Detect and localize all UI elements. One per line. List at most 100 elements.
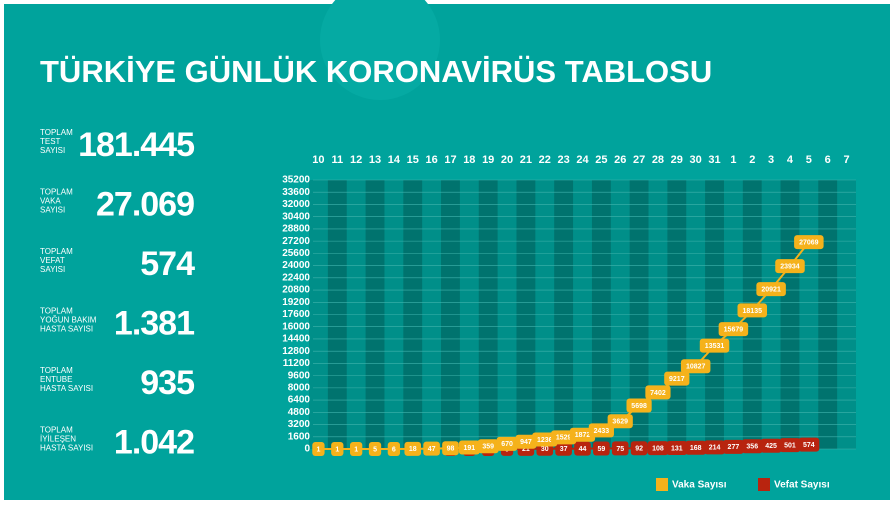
y-tick-label: 20800 bbox=[282, 285, 310, 296]
x-tick-label: 7 bbox=[844, 154, 850, 166]
y-tick-label: 16000 bbox=[282, 321, 310, 332]
data-label: 359 bbox=[482, 444, 494, 451]
data-label: 5 bbox=[373, 446, 377, 453]
marker bbox=[737, 303, 768, 318]
data-label: 23934 bbox=[780, 263, 800, 270]
data-label: 37 bbox=[560, 446, 568, 453]
marker bbox=[368, 441, 382, 456]
x-tick-label: 24 bbox=[576, 154, 589, 166]
data-label: 574 bbox=[803, 442, 815, 449]
x-tick-label: 6 bbox=[825, 154, 831, 166]
marker bbox=[704, 440, 725, 455]
marker bbox=[611, 441, 629, 456]
x-tick-label: 16 bbox=[425, 154, 437, 166]
y-tick-label: 32000 bbox=[282, 199, 310, 210]
x-tick-label: 30 bbox=[690, 154, 702, 166]
y-tick-label: 28800 bbox=[282, 224, 310, 235]
y-tick-label: 27200 bbox=[282, 236, 310, 247]
y-tick-label: 22400 bbox=[282, 272, 310, 283]
stat-value: 181.445 bbox=[78, 126, 194, 164]
x-tick-label: 28 bbox=[652, 154, 664, 166]
data-label: 425 bbox=[765, 443, 777, 450]
data-label: 30 bbox=[541, 446, 549, 453]
y-tick-label: 3200 bbox=[288, 419, 311, 430]
marker bbox=[593, 441, 610, 456]
x-tick-label: 14 bbox=[388, 154, 401, 166]
legend-swatch bbox=[758, 478, 770, 491]
marker bbox=[331, 441, 344, 456]
data-label: 15679 bbox=[724, 327, 744, 334]
stat-label: TOPLAM bbox=[40, 426, 73, 435]
marker bbox=[588, 423, 614, 438]
chart-title: TÜRKİYE GÜNLÜK KORONAVİRÜS TABLOSU bbox=[40, 54, 712, 89]
x-tick-label: 20 bbox=[501, 154, 513, 166]
x-tick-label: 25 bbox=[595, 154, 607, 166]
marker bbox=[685, 440, 707, 455]
stat-label: YOĞUN BAKIM bbox=[40, 316, 97, 325]
x-tick-label: 31 bbox=[708, 154, 720, 166]
x-tick-label: 3 bbox=[768, 154, 774, 166]
stat-label: TOPLAM bbox=[40, 366, 73, 375]
stat-label: ENTUBE bbox=[40, 375, 72, 384]
data-label: 670 bbox=[501, 441, 513, 448]
y-tick-label: 24000 bbox=[282, 260, 310, 271]
data-label: 3629 bbox=[612, 419, 628, 426]
data-label: 5698 bbox=[631, 403, 647, 410]
x-tick-label: 4 bbox=[787, 154, 794, 166]
stat-label: TOPLAM bbox=[40, 307, 73, 316]
data-label: 98 bbox=[447, 446, 455, 453]
data-label: 1 bbox=[354, 446, 358, 453]
marker bbox=[630, 441, 648, 456]
stat-label: İYİLEŞEN bbox=[40, 435, 76, 444]
stat-value: 1.042 bbox=[114, 423, 194, 461]
stat-label: SAYISI bbox=[40, 146, 65, 155]
stat-value: 574 bbox=[140, 245, 195, 283]
stat-label: SAYISI bbox=[40, 206, 65, 215]
marker bbox=[680, 359, 711, 374]
stat-value: 935 bbox=[140, 364, 194, 402]
y-tick-label: 25600 bbox=[282, 248, 310, 259]
marker bbox=[350, 441, 363, 456]
x-tick-label: 11 bbox=[331, 154, 343, 166]
marker bbox=[645, 385, 671, 400]
data-label: 1 bbox=[316, 446, 320, 453]
data-label: 131 bbox=[671, 445, 683, 452]
data-label: 92 bbox=[635, 446, 643, 453]
y-tick-label: 35200 bbox=[282, 175, 310, 186]
x-tick-label: 18 bbox=[463, 154, 475, 166]
x-tick-label: 2 bbox=[749, 154, 755, 166]
x-tick-label: 13 bbox=[369, 154, 381, 166]
marker bbox=[423, 441, 440, 456]
marker bbox=[779, 438, 801, 453]
marker bbox=[574, 441, 591, 456]
y-tick-label: 1600 bbox=[288, 431, 311, 442]
data-label: 947 bbox=[520, 439, 532, 446]
marker bbox=[647, 441, 669, 456]
y-tick-label: 30400 bbox=[282, 211, 310, 222]
legend-swatch bbox=[656, 478, 668, 491]
y-tick-label: 9600 bbox=[288, 370, 311, 381]
marker bbox=[756, 282, 786, 297]
marker bbox=[798, 437, 820, 452]
marker bbox=[664, 371, 690, 386]
marker bbox=[442, 441, 459, 456]
stat-label: SAYISI bbox=[40, 265, 65, 274]
data-label: 7402 bbox=[650, 390, 666, 397]
data-label: 18 bbox=[409, 446, 417, 453]
stat-label: TOPLAM bbox=[40, 128, 73, 137]
x-tick-label: 29 bbox=[671, 154, 683, 166]
y-tick-label: 14400 bbox=[282, 334, 310, 345]
stat-label: TOPLAM bbox=[40, 188, 73, 197]
marker bbox=[555, 441, 572, 456]
data-label: 356 bbox=[746, 444, 758, 451]
y-tick-label: 19200 bbox=[282, 297, 310, 308]
x-tick-label: 17 bbox=[444, 154, 456, 166]
x-tick-label: 27 bbox=[633, 154, 645, 166]
data-label: 501 bbox=[784, 443, 796, 450]
virus-decor bbox=[320, 0, 440, 100]
data-label: 20921 bbox=[761, 286, 781, 293]
stat-label: VEFAT bbox=[40, 256, 65, 265]
data-label: 1529 bbox=[556, 435, 572, 442]
data-label: 10827 bbox=[686, 364, 706, 371]
